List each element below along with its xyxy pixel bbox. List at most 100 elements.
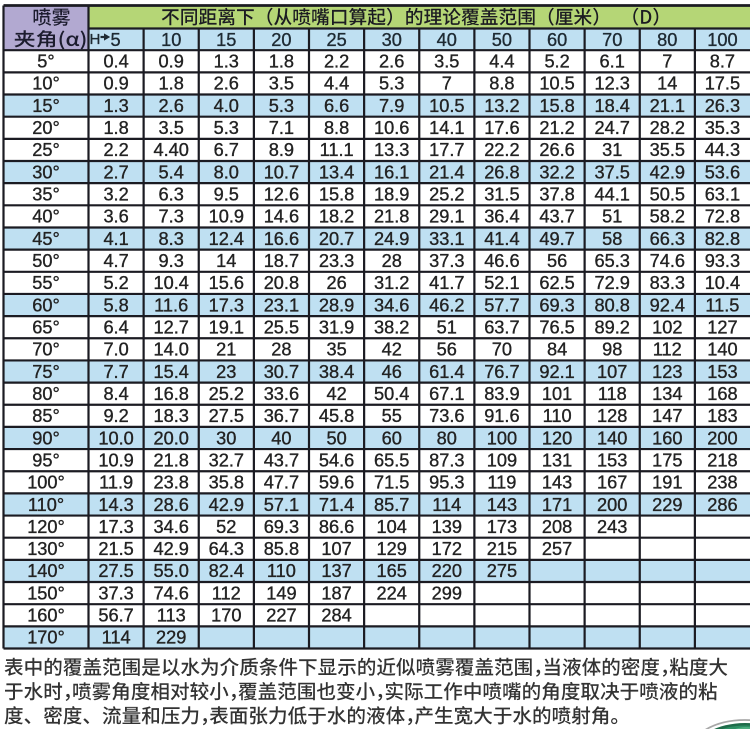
svg-text:71.4: 71.4: [319, 495, 354, 515]
svg-text:134: 134: [652, 384, 682, 404]
svg-text:3.5: 3.5: [434, 52, 459, 72]
svg-text:H: H: [90, 31, 101, 48]
svg-text:229: 229: [652, 495, 682, 515]
svg-text:80°: 80°: [32, 384, 60, 404]
svg-text:4.1: 4.1: [103, 229, 128, 249]
svg-text:4.4: 4.4: [324, 74, 349, 94]
svg-text:40: 40: [271, 428, 291, 448]
svg-text:93.3: 93.3: [705, 251, 740, 271]
svg-text:18.9: 18.9: [374, 185, 409, 205]
svg-text:22.2: 22.2: [484, 140, 519, 160]
svg-text:80: 80: [437, 428, 457, 448]
svg-text:118: 118: [598, 384, 627, 404]
svg-text:5.3: 5.3: [379, 74, 404, 94]
svg-text:45°: 45°: [32, 229, 60, 249]
svg-text:109: 109: [487, 450, 517, 470]
svg-text:64.3: 64.3: [209, 539, 244, 559]
svg-text:95°: 95°: [32, 450, 60, 470]
svg-text:35.8: 35.8: [209, 473, 244, 493]
svg-text:14.0: 14.0: [153, 340, 188, 360]
svg-text:38.4: 38.4: [319, 362, 354, 382]
svg-text:55: 55: [382, 406, 402, 426]
svg-text:2.2: 2.2: [103, 140, 128, 160]
svg-text:28.9: 28.9: [319, 295, 354, 315]
svg-text:31.2: 31.2: [374, 273, 409, 293]
svg-text:128: 128: [597, 406, 627, 426]
svg-text:224: 224: [377, 583, 407, 603]
svg-text:69.3: 69.3: [539, 295, 574, 315]
svg-text:42.9: 42.9: [209, 495, 244, 515]
svg-text:43.7: 43.7: [539, 207, 574, 227]
svg-text:1.8: 1.8: [103, 118, 128, 138]
svg-text:85.7: 85.7: [374, 495, 409, 515]
svg-text:130°: 130°: [27, 539, 65, 559]
svg-text:21.8: 21.8: [374, 207, 409, 227]
svg-text:11.9: 11.9: [99, 473, 133, 493]
svg-text:10: 10: [161, 30, 181, 50]
svg-text:37.3: 37.3: [429, 251, 464, 271]
svg-text:17.5: 17.5: [705, 74, 740, 94]
svg-text:21.4: 21.4: [429, 162, 464, 182]
svg-text:8.7: 8.7: [710, 52, 735, 72]
svg-text:40: 40: [437, 30, 457, 50]
svg-text:243: 243: [597, 517, 627, 537]
svg-text:143: 143: [542, 473, 572, 493]
svg-text:101: 101: [542, 384, 572, 404]
svg-text:100: 100: [487, 428, 517, 448]
svg-text:10.0: 10.0: [98, 428, 133, 448]
svg-text:65.3: 65.3: [594, 251, 629, 271]
svg-text:34.6: 34.6: [153, 517, 188, 537]
svg-text:120°: 120°: [27, 517, 65, 537]
svg-text:19.1: 19.1: [209, 318, 244, 338]
svg-text:56: 56: [547, 251, 567, 271]
svg-text:1.8: 1.8: [159, 74, 184, 94]
svg-text:21.2: 21.2: [539, 118, 574, 138]
svg-text:15°: 15°: [32, 96, 60, 116]
svg-text:30: 30: [216, 428, 236, 448]
svg-text:23: 23: [216, 362, 236, 382]
svg-text:41.4: 41.4: [484, 229, 519, 249]
svg-text:72.8: 72.8: [705, 207, 740, 227]
svg-text:15.6: 15.6: [209, 273, 244, 293]
svg-text:56: 56: [437, 340, 457, 360]
svg-text:6.3: 6.3: [159, 185, 184, 205]
svg-text:16.6: 16.6: [264, 229, 299, 249]
svg-text:238: 238: [707, 473, 737, 493]
svg-text:1.3: 1.3: [103, 96, 128, 116]
svg-text:42: 42: [326, 384, 346, 404]
svg-text:66.3: 66.3: [650, 229, 685, 249]
svg-text:50: 50: [326, 428, 346, 448]
svg-text:10.6: 10.6: [374, 118, 409, 138]
svg-text:57.7: 57.7: [484, 295, 519, 315]
svg-text:5.3: 5.3: [214, 118, 239, 138]
svg-text:31.5: 31.5: [484, 185, 519, 205]
svg-text:113: 113: [157, 606, 186, 626]
svg-text:58.2: 58.2: [650, 207, 685, 227]
svg-text:286: 286: [707, 495, 737, 515]
svg-text:7.0: 7.0: [103, 340, 128, 360]
svg-text:107: 107: [321, 539, 351, 559]
svg-text:52.1: 52.1: [484, 273, 519, 293]
svg-text:10.7: 10.7: [264, 162, 299, 182]
svg-text:11.5: 11.5: [705, 295, 739, 315]
svg-text:120: 120: [542, 428, 572, 448]
svg-text:10.4: 10.4: [705, 273, 740, 293]
svg-text:12.4: 12.4: [209, 229, 244, 249]
svg-text:83.3: 83.3: [650, 273, 685, 293]
svg-text:149: 149: [266, 583, 296, 603]
svg-text:90°: 90°: [32, 428, 60, 448]
svg-text:12.6: 12.6: [264, 185, 299, 205]
svg-text:16.1: 16.1: [374, 162, 409, 182]
svg-text:42: 42: [382, 340, 402, 360]
svg-text:160: 160: [652, 428, 682, 448]
svg-text:21: 21: [216, 340, 236, 360]
svg-text:11.6: 11.6: [154, 295, 188, 315]
svg-text:25.2: 25.2: [429, 185, 464, 205]
svg-text:200: 200: [707, 428, 737, 448]
svg-text:0.9: 0.9: [159, 52, 184, 72]
svg-text:13.4: 13.4: [319, 162, 354, 182]
svg-text:14.1: 14.1: [429, 118, 464, 138]
svg-text:33.1: 33.1: [429, 229, 464, 249]
svg-text:26.6: 26.6: [539, 140, 574, 160]
svg-text:34.6: 34.6: [374, 295, 409, 315]
